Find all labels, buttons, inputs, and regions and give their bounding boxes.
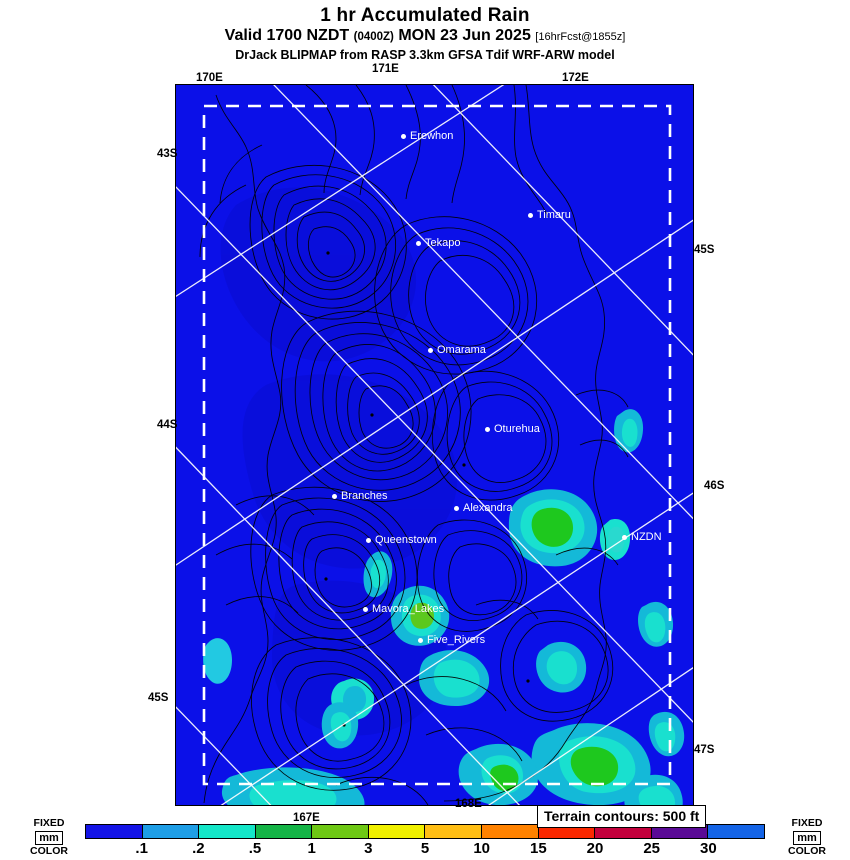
place-label: Tekapo (425, 237, 461, 249)
place-label: Queenstown (375, 534, 437, 546)
precip-blob-group-otago (508, 409, 644, 567)
colorbar-right-caption: FIXED mm COLOR (780, 817, 834, 857)
place-marker-five_rivers: Five_Rivers (418, 634, 485, 646)
page-header: 1 hr Accumulated Rain Valid 1700 NZDT (0… (0, 0, 850, 63)
place-dot-icon (485, 426, 490, 432)
place-marker-oturehua: Oturehua (485, 423, 540, 435)
colorbar-tick-20: 20 (586, 840, 604, 857)
place-marker-queenstown: Queenstown (366, 534, 437, 546)
grat-label-right-45s: 45S (694, 244, 715, 256)
place-label: NZDN (631, 531, 662, 543)
place-dot-icon (363, 606, 368, 612)
colorbar-tick-.1: .1 (135, 840, 148, 857)
colorbar-left-caption: FIXED mm COLOR (22, 817, 76, 857)
colorbar-tick-.2: .2 (192, 840, 205, 857)
map-frame[interactable]: Erewhon Timaru Tekapo Omarama Oturehua Branch… (175, 84, 694, 806)
colorbar-segment-3 (255, 825, 313, 838)
grat-label-left-43s: 43S (157, 148, 178, 160)
colorbar-segment-8 (538, 825, 596, 838)
valid-time-local: Valid 1700 NZDT (224, 27, 350, 44)
grat-label-bottom-168e: 168E (455, 798, 482, 810)
place-label: Branches (341, 490, 388, 502)
colorbar-tick-25: 25 (643, 840, 660, 857)
place-dot-icon (528, 212, 533, 218)
colorbar-right-color-label: COLOR (788, 844, 826, 857)
colorbar-segment-6 (425, 825, 483, 838)
graticule-lines (176, 85, 693, 805)
colorbar-tick-15: 15 (529, 840, 547, 857)
valid-time-line: Valid 1700 NZDT (0400Z) MON 23 Jun 2025 … (0, 26, 850, 47)
map-render (176, 85, 693, 805)
colorbar-left-fixed-label: FIXED (33, 817, 65, 829)
colorbar-segment-7 (482, 825, 539, 838)
place-marker-alexandra: Alexandra (454, 502, 513, 514)
place-label: Erewhon (410, 130, 454, 142)
place-marker-nzdn: NZDN (622, 531, 662, 543)
colorbar-right-fixed-label: FIXED (791, 817, 823, 829)
place-dot-icon (454, 505, 459, 511)
terrain-contour-legend: Terrain contours: 500 ft (537, 805, 707, 828)
map-container[interactable]: Erewhon Timaru Tekapo Omarama Oturehua Branch… (175, 84, 694, 806)
place-dot-icon (622, 534, 627, 540)
colorbar-tick-3: 3 (364, 840, 373, 857)
place-label: Alexandra (463, 502, 513, 514)
colorbar-segment-9 (595, 825, 652, 838)
colorbar-tick-1: 1 (307, 840, 316, 857)
place-marker-timaru: Timaru (528, 209, 571, 221)
place-markers-layer: Erewhon Timaru Tekapo Omarama Oturehua Branch… (176, 85, 693, 805)
place-dot-icon (428, 347, 433, 353)
place-label: Timaru (537, 209, 571, 221)
colorbar-tick-labels: .1 .2 .5 1 3 5 10 15 20 25 30 (85, 840, 765, 860)
grat-label-top-170e: 170E (196, 72, 223, 84)
page-title: 1 hr Accumulated Rain (320, 5, 530, 26)
domain-boundary-box (202, 104, 672, 786)
place-label: Five_Rivers (427, 634, 486, 646)
colorbar-tick-5: 5 (420, 840, 430, 857)
colorbar-segment-2 (199, 825, 256, 838)
valid-time-utc: (0400Z) (353, 31, 394, 43)
place-label: Oturehua (494, 423, 540, 435)
place-marker-omarama: Omarama (428, 344, 486, 356)
colorbar-segment-4 (312, 825, 369, 838)
place-dot-icon (418, 637, 423, 643)
colorbar-left-color-label: COLOR (30, 844, 68, 857)
terrain-contours (199, 85, 629, 805)
place-marker-branches: Branches (332, 490, 387, 502)
place-dot-icon (401, 133, 406, 139)
grat-label-top-172e: 172E (562, 72, 589, 84)
grat-label-bottom-167e: 167E (293, 812, 320, 824)
place-marker-tekapo: Tekapo (416, 237, 460, 249)
colorbar-tick-10: 10 (473, 840, 490, 857)
grat-label-right-46s: 46S (704, 480, 725, 492)
place-label: Mavora_Lakes (372, 603, 445, 615)
colorbar-right-unit-label: mm (793, 830, 821, 845)
colorbar-segment-11 (708, 825, 764, 838)
model-source-line: DrJack BLIPMAP from RASP 3.3km GFSA Tdif… (235, 48, 615, 62)
place-marker-mavora_lakes: Mavora_Lakes (363, 603, 444, 615)
place-label: Omarama (437, 344, 486, 356)
colorbar: FIXED mm COLOR .1 .2 .5 1 3 5 10 15 20 25 30 FIXED… (0, 817, 850, 860)
place-dot-icon (366, 537, 371, 543)
colorbar-tick-30: 30 (699, 840, 717, 857)
place-marker-erewhon: Erewhon (401, 130, 453, 142)
colorbar-segment-0 (86, 825, 143, 838)
grat-label-left-45s: 45S (148, 692, 169, 704)
grat-label-left-44s: 44S (157, 419, 178, 431)
colorbar-segment-1 (142, 825, 200, 838)
forecast-hour-tag: [16hrFcst@1855z] (535, 31, 626, 43)
grat-label-top-171e: 171E (372, 63, 399, 75)
colorbar-strip[interactable] (85, 824, 765, 839)
colorbar-left-unit-label: mm (35, 830, 63, 845)
valid-date: MON 23 Jun 2025 (398, 27, 531, 44)
colorbar-tick-.5: .5 (248, 840, 262, 857)
place-dot-icon (416, 240, 421, 246)
colorbar-segment-5 (368, 825, 426, 838)
place-dot-icon (332, 493, 337, 499)
grat-label-right-47s: 47S (694, 744, 715, 756)
precip-blob-group-southcoast (203, 601, 685, 805)
colorbar-segment-10 (651, 825, 709, 838)
